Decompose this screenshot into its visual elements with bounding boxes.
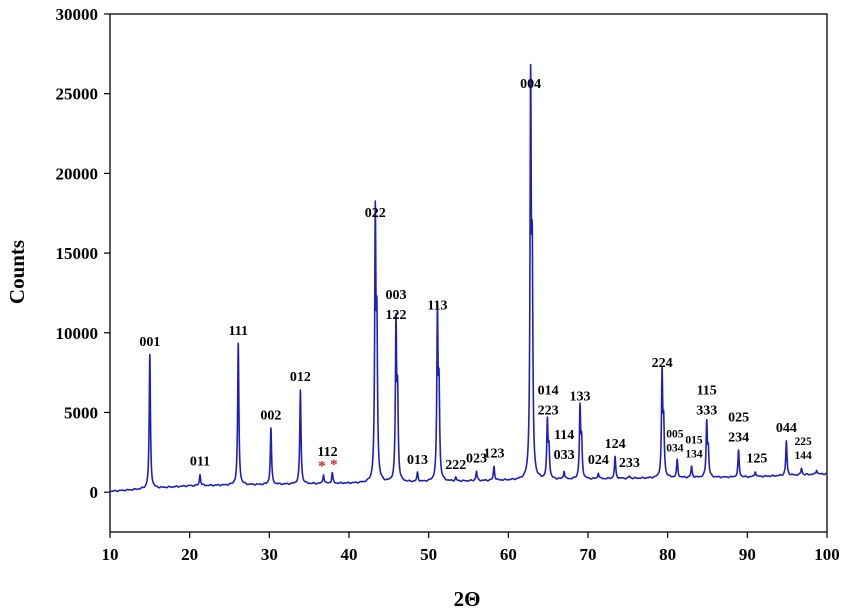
peak-label: 112 xyxy=(317,445,337,460)
peak-label: 125 xyxy=(746,451,767,466)
peak-label: 114 xyxy=(554,428,574,443)
peak-label: 233 xyxy=(619,456,640,471)
y-tick-label: 20000 xyxy=(56,164,99,183)
peak-label: 134 xyxy=(685,449,703,461)
y-tick-label: 10000 xyxy=(56,324,99,343)
peak-label: 222 xyxy=(445,458,466,473)
peak-label: 123 xyxy=(483,447,504,462)
x-tick-label: 20 xyxy=(181,545,198,564)
peak-label: 002 xyxy=(260,408,281,423)
series-layer xyxy=(109,63,828,493)
peak-label: 044 xyxy=(776,421,797,436)
peak-label: 014 xyxy=(538,384,559,399)
peak-label: 015 xyxy=(685,435,703,447)
peak-label: 223 xyxy=(538,404,559,419)
peak-label: 115 xyxy=(697,384,717,399)
y-tick-label: 15000 xyxy=(56,244,99,263)
xrd-pattern-line xyxy=(109,63,828,493)
peak-label: 113 xyxy=(427,298,447,313)
peak-label: 144 xyxy=(794,450,812,462)
peak-label: 333 xyxy=(696,404,717,419)
peak-label: 033 xyxy=(554,448,575,463)
peak-label: 005 xyxy=(666,428,684,440)
peak-label: 011 xyxy=(190,455,210,470)
y-axis: 0 5000 10000 15000 20000 25000 30000 xyxy=(56,5,110,502)
peak-label: 034 xyxy=(666,442,684,454)
y-axis-title: Counts xyxy=(5,240,29,304)
peak-label: 025 xyxy=(728,411,749,426)
peak-label: 012 xyxy=(290,370,311,385)
peak-label: 224 xyxy=(652,356,673,371)
peak-label: 234 xyxy=(728,431,749,446)
peak-label: 004 xyxy=(520,77,541,92)
impurity-marker: * xyxy=(318,459,326,475)
x-tick-label: 70 xyxy=(580,545,597,564)
peak-label: 024 xyxy=(588,453,609,468)
peak-label: 023 xyxy=(466,451,487,466)
y-tick-label: 5000 xyxy=(64,403,98,422)
x-axis-title: 2Θ xyxy=(454,587,481,611)
peak-label: 001 xyxy=(139,335,160,350)
y-tick-label: 30000 xyxy=(56,5,99,24)
x-tick-label: 30 xyxy=(261,545,278,564)
peak-label: 122 xyxy=(386,308,407,323)
peak-label: 133 xyxy=(570,389,591,404)
x-tick-label: 50 xyxy=(420,545,437,564)
y-tick-label: 25000 xyxy=(56,85,99,104)
x-tick-label: 100 xyxy=(814,545,840,564)
peak-label: 225 xyxy=(794,436,812,448)
y-tick-label: 0 xyxy=(90,483,99,502)
peak-label: 022 xyxy=(365,206,386,221)
x-axis: 10 20 30 40 50 60 70 80 90 100 xyxy=(102,532,840,564)
x-tick-label: 10 xyxy=(102,545,119,564)
x-tick-label: 90 xyxy=(739,545,756,564)
peak-label: 013 xyxy=(407,453,428,468)
plot-border xyxy=(109,13,828,533)
peak-label: 003 xyxy=(386,288,407,303)
peak-label: 111 xyxy=(229,324,248,339)
x-tick-label: 80 xyxy=(659,545,676,564)
plot-frame xyxy=(109,13,828,533)
x-tick-label: 40 xyxy=(341,545,358,564)
x-tick-label: 60 xyxy=(500,545,517,564)
peak-label: 124 xyxy=(605,437,626,452)
impurity-marker: * xyxy=(330,457,338,473)
